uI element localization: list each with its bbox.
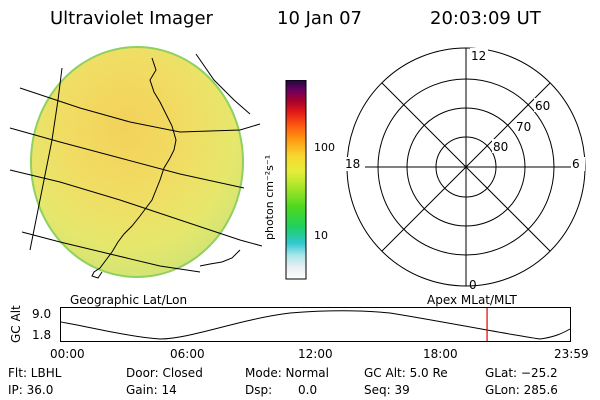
app-title: Ultraviolet Imager xyxy=(50,8,213,29)
altitude-curve xyxy=(60,310,571,340)
altitude-xtick-1200: 12:00 xyxy=(298,347,333,361)
altitude-ytick-max: 9.0 xyxy=(32,307,52,321)
mlt-label-12: 12 xyxy=(471,49,486,63)
colorbar xyxy=(285,80,307,280)
geographic-panel-label: Geographic Lat/Lon xyxy=(70,293,188,307)
colorbar-tick-10: 10 xyxy=(314,229,328,242)
latlon-grid xyxy=(9,53,262,273)
mlt-diagonal-2 xyxy=(381,82,551,252)
geographic-image xyxy=(9,46,262,279)
info-dsp-value: 0.0 xyxy=(298,383,318,397)
info-glon: GLon: 285.6 xyxy=(485,383,558,397)
earth-disk xyxy=(30,46,244,278)
colorbar-tick-100: 100 xyxy=(314,141,335,154)
altitude-xtick-0000: 00:00 xyxy=(50,347,85,361)
mlat-label-60: 60 xyxy=(535,99,550,113)
mlt-label-6: 6 xyxy=(572,157,580,171)
mlt-label-0: 0 xyxy=(469,278,477,292)
info-glat: GLat: −25.2 xyxy=(485,366,558,380)
altitude-xtick-2359: 23:59 xyxy=(554,347,589,361)
apex-panel-label: Apex MLat/MLT xyxy=(427,293,517,307)
info-dsp-label: Dsp: xyxy=(245,383,273,397)
date-label: 10 Jan 07 xyxy=(277,8,362,29)
altitude-xtick-0600: 06:00 xyxy=(170,347,205,361)
coastline xyxy=(91,57,241,279)
altitude-ylabel: GC Alt xyxy=(9,305,23,343)
altitude-xtick-1800: 18:00 xyxy=(423,347,458,361)
mlt-label-18: 18 xyxy=(345,157,360,171)
time-label: 20:03:09 UT xyxy=(430,8,541,29)
altitude-plot-frame xyxy=(60,307,571,342)
colorbar-unit-label: photon cm⁻²s⁻¹ xyxy=(263,154,276,240)
info-gc-alt: GC Alt: 5.0 Re xyxy=(364,366,448,380)
info-flt: Flt: LBHL xyxy=(8,366,62,380)
info-ip: IP: 36.0 xyxy=(8,383,54,397)
info-seq: Seq: 39 xyxy=(364,383,410,397)
altitude-ytick-min: 1.8 xyxy=(32,328,52,342)
polar-plot: 12 18 6 0 60 70 80 xyxy=(343,47,586,292)
info-gain: Gain: 14 xyxy=(126,383,177,397)
mlat-label-70: 70 xyxy=(516,120,531,134)
mlat-label-80: 80 xyxy=(493,140,508,154)
info-mode: Mode: Normal xyxy=(245,366,329,380)
altitude-plot xyxy=(60,307,571,342)
info-door: Door: Closed xyxy=(126,366,203,380)
